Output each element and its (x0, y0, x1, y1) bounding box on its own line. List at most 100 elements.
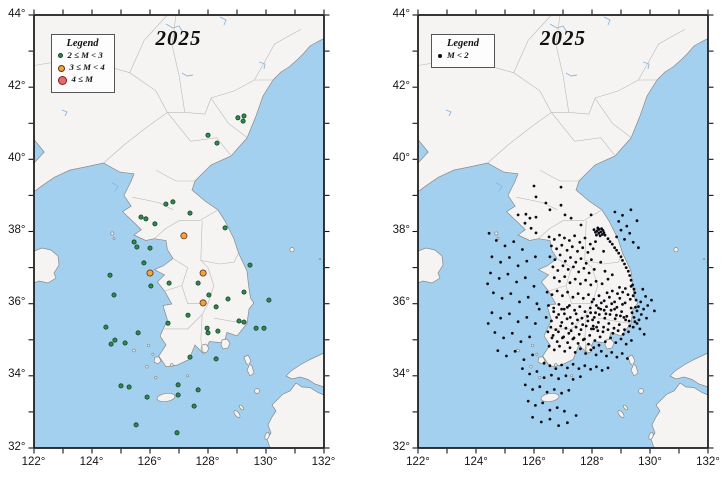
event-marker (632, 287, 636, 291)
event-marker (605, 304, 608, 308)
event-marker (603, 269, 607, 273)
event-marker (617, 322, 621, 326)
legend-marker-icon (57, 64, 65, 72)
event-marker (588, 242, 592, 246)
event-marker (633, 290, 637, 294)
event-marker (186, 210, 192, 216)
event-marker (581, 337, 585, 341)
event-marker (122, 339, 128, 345)
event-marker (235, 317, 241, 323)
event-marker (510, 331, 514, 335)
event-marker (131, 238, 137, 244)
lon-axis-label: 124° (464, 455, 488, 468)
event-marker (522, 357, 526, 361)
event-marker (624, 342, 628, 345)
event-marker (169, 198, 175, 204)
event-marker (631, 325, 635, 328)
event-marker (558, 279, 561, 283)
event-marker (558, 344, 561, 348)
map-frame (32, 13, 325, 449)
legend-title: Legend (66, 37, 99, 49)
event-marker (544, 315, 548, 319)
event-marker (563, 213, 567, 216)
event-marker (489, 271, 492, 274)
event-marker (628, 297, 632, 301)
lat-axis-label: 44° (392, 7, 410, 20)
event-marker (534, 254, 537, 258)
event-marker (623, 262, 626, 265)
event-marker (591, 324, 595, 327)
event-marker (634, 298, 638, 301)
event-marker (637, 245, 640, 249)
lon-axis-label: 130° (638, 455, 662, 468)
event-marker (630, 338, 633, 342)
lat-axis-label: 34° (8, 368, 26, 381)
sw-islet-3 (144, 364, 149, 368)
event-marker (589, 310, 592, 314)
event-marker (240, 118, 246, 124)
lon-axis-label: 130° (253, 455, 278, 468)
event-marker (499, 260, 502, 264)
shandong-peninsula (417, 247, 444, 284)
event-marker (560, 320, 564, 324)
province-borders (33, 14, 301, 354)
event-marker (534, 195, 538, 198)
event-marker (523, 221, 527, 225)
legend-title: Legend (446, 37, 480, 49)
event-marker (532, 184, 536, 187)
map-magnitude-2-and-up-points (102, 113, 271, 435)
geomundo-islet (570, 373, 574, 377)
event-marker (621, 258, 624, 262)
event-marker (179, 231, 187, 239)
event-marker (508, 255, 511, 259)
jeju-island (156, 392, 175, 402)
event-marker (240, 289, 246, 295)
lon-axis-label: 128° (580, 455, 604, 468)
event-marker (619, 337, 623, 340)
map-right (412, 9, 714, 453)
event-marker (602, 325, 605, 328)
event-marker (593, 338, 597, 342)
event-marker (577, 366, 581, 370)
event-marker (205, 291, 211, 297)
heuksando-islet (516, 348, 520, 352)
lon-axis-label: 122° (21, 455, 46, 468)
event-marker (621, 290, 625, 293)
event-marker (542, 375, 546, 379)
event-marker (605, 290, 609, 294)
event-marker (550, 336, 554, 339)
event-marker (592, 267, 596, 271)
event-marker (587, 271, 591, 274)
event-marker (576, 291, 580, 295)
event-marker (605, 354, 608, 357)
event-marker (213, 140, 219, 146)
event-marker (567, 331, 571, 335)
event-marker (541, 401, 545, 404)
event-marker (557, 376, 560, 380)
lon-axis-label: 132° (696, 455, 720, 468)
event-marker (619, 228, 623, 232)
legend-right: Legend M < 2 (431, 33, 495, 69)
heuksando-islet (131, 348, 136, 352)
event-marker (581, 245, 585, 249)
event-marker (602, 298, 606, 302)
lon-axis-label: 124° (79, 455, 104, 468)
kyushu-island (650, 382, 709, 448)
event-marker (591, 318, 594, 321)
event-marker (628, 231, 632, 235)
geomundo-islet (185, 373, 189, 377)
lat-axis-label: 32° (392, 440, 410, 453)
event-marker (592, 227, 596, 231)
event-marker (558, 233, 561, 237)
event-marker (224, 295, 230, 301)
event-marker (589, 283, 593, 286)
event-marker (586, 250, 590, 254)
event-marker (576, 318, 579, 321)
event-marker (548, 408, 552, 411)
map-frame (417, 13, 709, 449)
event-marker (601, 329, 605, 333)
event-marker (590, 257, 593, 261)
event-marker (560, 363, 563, 366)
event-marker (528, 372, 531, 375)
event-marker (571, 362, 575, 366)
